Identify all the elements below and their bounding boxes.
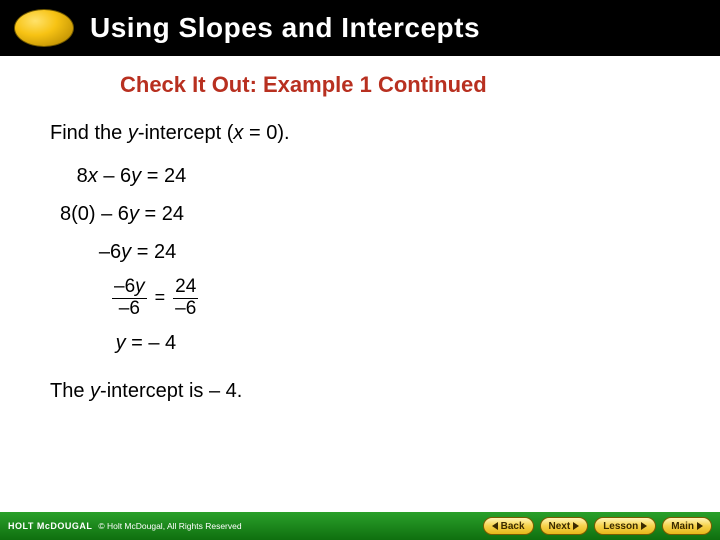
main-label: Main <box>671 521 694 532</box>
conclusion-suffix: -intercept is – 4. <box>100 380 242 402</box>
footer-logo: HOLT McDOUGAL <box>8 521 92 531</box>
fraction-left-num: –6y <box>112 277 147 299</box>
chevron-right-icon <box>697 522 703 530</box>
chevron-right-icon <box>573 522 579 530</box>
back-button[interactable]: Back <box>483 517 534 535</box>
subtitle: Check It Out: Example 1 Continued <box>120 72 720 98</box>
eq1-y: y <box>131 165 141 187</box>
eq5-c: = – 4 <box>126 332 177 354</box>
fraction-right-num: 24 <box>173 277 198 299</box>
equation-fraction-row: –6y –6 = 24 –6 <box>112 277 720 320</box>
header-title: Using Slopes and Intercepts <box>90 12 480 44</box>
eq2-c: = 24 <box>139 203 184 225</box>
conclusion-text: The y-intercept is – 4. <box>50 380 720 403</box>
equation-block: 8x – 6y = 24 8(0) – 6y = 24 –6y = 24 –6y… <box>60 157 720 362</box>
frac-num-y: y <box>135 276 145 297</box>
conclusion-prefix: The <box>50 380 90 402</box>
equals-sign: = <box>153 288 168 308</box>
equation-line-2: 8(0) – 6y = 24 <box>60 195 720 233</box>
header-oval-icon <box>14 9 74 47</box>
instruction-ital-x: x <box>233 122 243 144</box>
eq5-pad <box>60 332 116 354</box>
instruction-ital-y: y <box>128 122 138 144</box>
eq3-a: –6 <box>60 241 121 263</box>
eq2-y: y <box>129 203 139 225</box>
eq1-b: – 6 <box>98 165 131 187</box>
eq1-c: = 24 <box>141 165 186 187</box>
chevron-right-icon <box>641 522 647 530</box>
eq2-a: 8(0) – 6 <box>60 203 129 225</box>
instruction-prefix: Find the <box>50 122 128 144</box>
lesson-label: Lesson <box>603 521 638 532</box>
footer-bar: HOLT McDOUGAL © Holt McDougal, All Right… <box>0 512 720 540</box>
fraction-left: –6y –6 <box>112 277 147 320</box>
eq1-a: 8 <box>60 165 88 187</box>
frac-num-a: –6 <box>114 276 135 297</box>
fraction-right-den: –6 <box>173 299 198 320</box>
footer-left: HOLT McDOUGAL © Holt McDougal, All Right… <box>8 521 242 531</box>
eq3-y: y <box>121 241 131 263</box>
header-bar: Using Slopes and Intercepts <box>0 0 720 56</box>
footer-copyright: © Holt McDougal, All Rights Reserved <box>98 521 241 531</box>
back-label: Back <box>501 521 525 532</box>
fraction-right: 24 –6 <box>173 277 198 320</box>
fraction-left-den: –6 <box>117 299 142 320</box>
lesson-button[interactable]: Lesson <box>594 517 656 535</box>
eq1-x: x <box>88 165 98 187</box>
conclusion-ital: y <box>90 380 100 402</box>
next-button[interactable]: Next <box>540 517 589 535</box>
eq5-y: y <box>116 332 126 354</box>
main-button[interactable]: Main <box>662 517 712 535</box>
instruction-suffix: = 0). <box>243 122 289 144</box>
next-label: Next <box>549 521 571 532</box>
equation-line-3: –6y = 24 <box>60 233 720 271</box>
eq3-c: = 24 <box>131 241 176 263</box>
instruction-text: Find the y-intercept (x = 0). <box>50 122 720 145</box>
equation-line-1: 8x – 6y = 24 <box>60 157 720 195</box>
footer-nav: Back Next Lesson Main <box>483 517 712 535</box>
instruction-mid: -intercept ( <box>138 122 234 144</box>
chevron-left-icon <box>492 522 498 530</box>
equation-line-5: y = – 4 <box>60 324 720 362</box>
